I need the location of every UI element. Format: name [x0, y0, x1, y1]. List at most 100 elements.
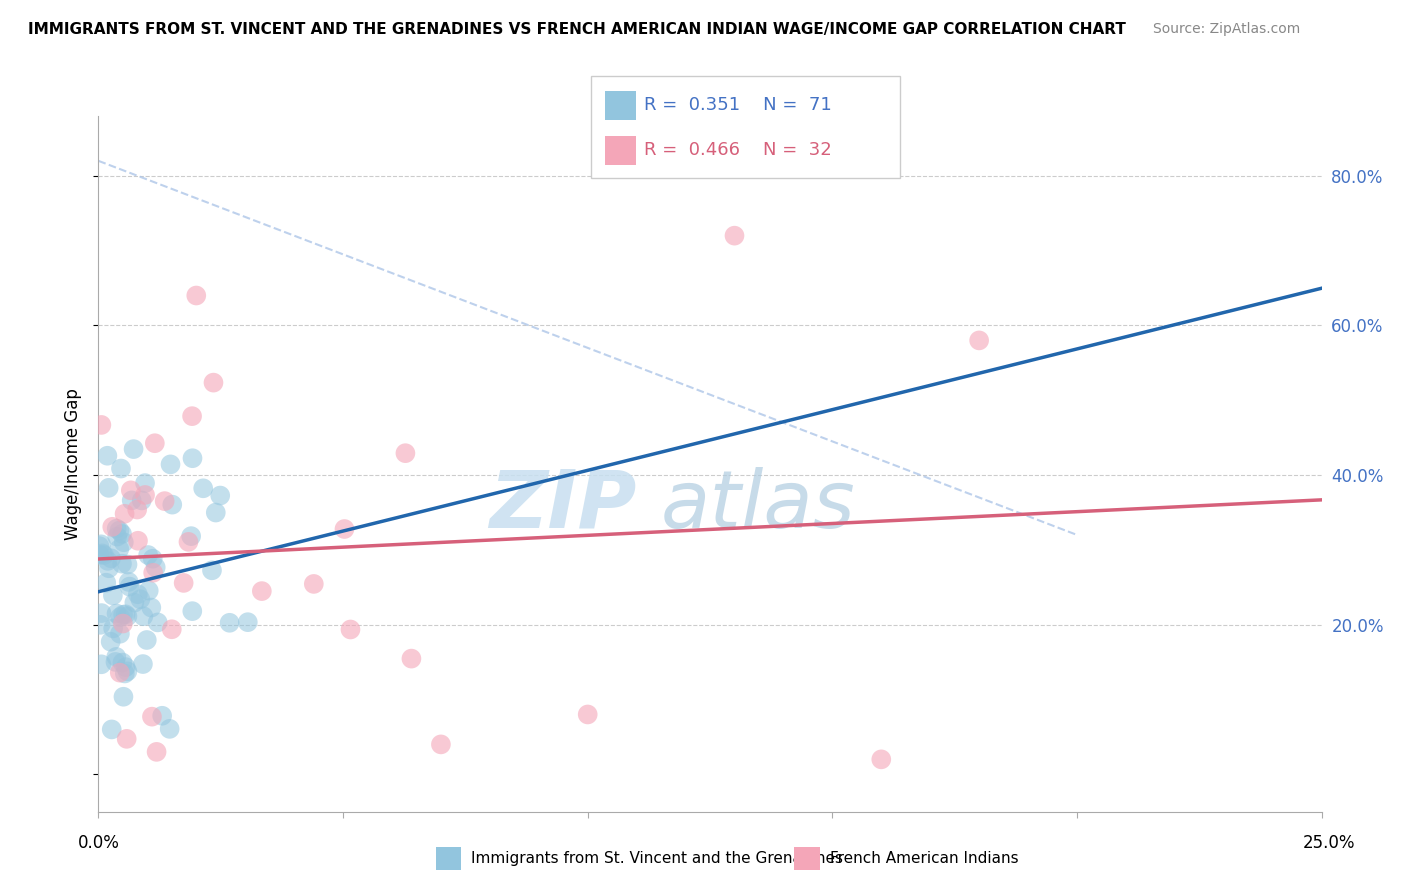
Point	[134, 476, 156, 491]
Point	[108, 665, 131, 680]
Point	[333, 522, 356, 536]
Point	[127, 533, 149, 548]
Point	[236, 615, 259, 630]
Point	[105, 530, 128, 544]
Text: R =  0.466    N =  32: R = 0.466 N = 32	[644, 141, 832, 159]
Point	[96, 449, 118, 463]
Point	[101, 520, 124, 534]
Point	[218, 615, 240, 630]
Point	[90, 417, 112, 432]
Point	[142, 551, 165, 566]
Point	[111, 656, 134, 670]
Point	[112, 690, 135, 704]
Point	[117, 665, 139, 679]
Point	[89, 548, 111, 562]
Text: IMMIGRANTS FROM ST. VINCENT AND THE GRENADINES VS FRENCH AMERICAN INDIAN WAGE/IN: IMMIGRANTS FROM ST. VINCENT AND THE GREN…	[28, 22, 1126, 37]
Point	[105, 522, 128, 536]
Point	[401, 651, 423, 665]
Point	[93, 548, 115, 562]
Point	[90, 537, 112, 551]
Point	[302, 577, 325, 591]
Point	[141, 600, 163, 615]
Point	[135, 632, 157, 647]
Point	[202, 376, 225, 390]
Point	[131, 493, 153, 508]
Point	[118, 574, 141, 589]
Point	[105, 649, 128, 664]
Point	[127, 587, 149, 601]
Point	[111, 557, 134, 571]
Point	[204, 506, 226, 520]
Point	[186, 288, 208, 302]
Point	[339, 623, 361, 637]
Text: Source: ZipAtlas.com: Source: ZipAtlas.com	[1153, 22, 1301, 37]
Point	[114, 607, 136, 622]
Point	[181, 604, 204, 618]
Text: 25.0%: 25.0%	[1302, 834, 1355, 852]
Point	[394, 446, 416, 460]
Point	[124, 596, 146, 610]
Point	[145, 560, 167, 574]
Y-axis label: Wage/Income Gap: Wage/Income Gap	[65, 388, 83, 540]
Point	[101, 588, 124, 602]
Point	[112, 607, 135, 622]
Point	[127, 502, 149, 516]
Point	[100, 634, 122, 648]
Point	[97, 554, 120, 568]
Point	[108, 626, 131, 640]
Point	[118, 580, 141, 594]
Point	[180, 529, 202, 543]
Point	[150, 708, 173, 723]
Point	[108, 610, 131, 624]
Point	[129, 592, 152, 607]
Point	[138, 583, 160, 598]
Point	[576, 707, 599, 722]
Point	[142, 566, 165, 580]
Point	[159, 722, 181, 736]
Point	[159, 458, 181, 472]
Point	[112, 535, 135, 549]
Point	[146, 615, 169, 630]
Point	[430, 738, 453, 752]
Point	[96, 575, 118, 590]
Point	[122, 442, 145, 456]
Text: Immigrants from St. Vincent and the Grenadines: Immigrants from St. Vincent and the Gren…	[471, 851, 844, 865]
Text: 0.0%: 0.0%	[77, 834, 120, 852]
Point	[108, 542, 131, 557]
Point	[173, 575, 195, 590]
Text: French American Indians: French American Indians	[830, 851, 1018, 865]
Point	[110, 461, 132, 475]
Point	[870, 752, 893, 766]
Point	[97, 481, 120, 495]
Point	[100, 551, 122, 566]
Point	[90, 617, 112, 632]
Point	[181, 451, 204, 466]
Point	[114, 666, 136, 681]
Point	[111, 616, 134, 631]
Point	[89, 539, 111, 553]
Point	[108, 524, 131, 538]
Point	[181, 409, 204, 424]
Point	[97, 561, 120, 575]
Point	[90, 606, 112, 620]
Text: ZIP: ZIP	[489, 467, 637, 545]
Point	[153, 494, 176, 508]
Point	[160, 622, 183, 636]
Text: R =  0.351    N =  71: R = 0.351 N = 71	[644, 96, 832, 114]
Point	[132, 609, 155, 624]
Point	[111, 527, 134, 541]
Point	[117, 558, 139, 572]
Point	[105, 607, 128, 621]
Point	[141, 709, 163, 723]
Point	[967, 334, 990, 348]
Point	[177, 534, 200, 549]
Point	[145, 745, 167, 759]
Point	[136, 548, 159, 562]
Point	[132, 657, 155, 671]
Point	[100, 723, 122, 737]
Point	[120, 483, 142, 498]
Point	[121, 493, 143, 508]
Point	[114, 660, 136, 674]
Point	[250, 584, 273, 599]
Point	[723, 228, 745, 243]
